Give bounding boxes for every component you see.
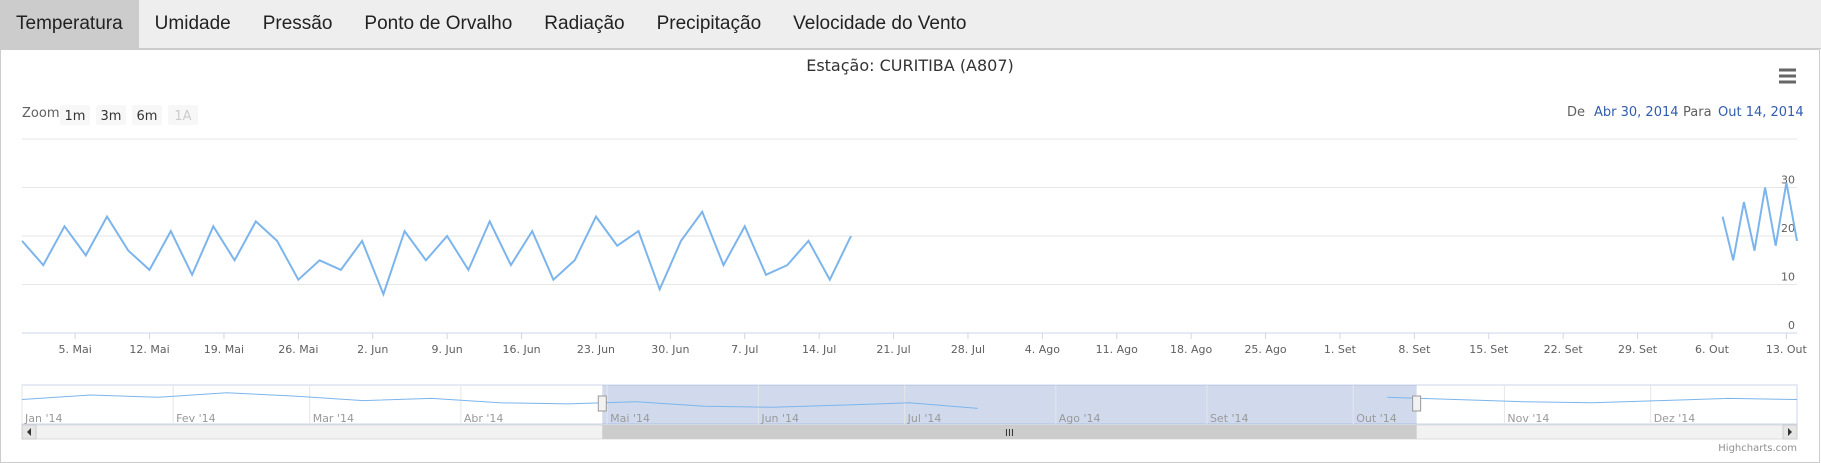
navigator-tick-label: Set '14 (1210, 412, 1249, 425)
credits[interactable]: Highcharts.com (1718, 443, 1797, 454)
tab[interactable]: Pressão (262, 13, 333, 34)
zoom-button-label: 1A (174, 109, 191, 124)
menu-icon[interactable] (1779, 68, 1796, 84)
navigator-tick-label: Mai '14 (610, 412, 650, 425)
x-tick-label: 2. Jun (357, 343, 388, 356)
x-tick-label: 6. Out (1695, 343, 1730, 356)
chart-title: Estação: CURITIBA (A807) (806, 56, 1014, 75)
y-tick-label: 30 (1781, 174, 1795, 187)
range-from[interactable]: Abr 30, 2014 (1594, 105, 1679, 120)
x-tick-label: 21. Jul (876, 343, 910, 356)
x-tick-label: 8. Set (1398, 343, 1431, 356)
navigator-handle[interactable] (597, 395, 607, 412)
chart: Estação: CURITIBA (A807) Zoom De Abr 30,… (0, 49, 1820, 463)
range-to[interactable]: Out 14, 2014 (1718, 105, 1804, 120)
x-tick-label: 30. Jun (651, 343, 689, 356)
navigator-line (21, 392, 1798, 409)
scrollbar-arrow (27, 428, 31, 436)
navigator-tick-label: Nov '14 (1507, 412, 1549, 425)
temperature-line (21, 182, 1798, 298)
navigator-tick-label: Ago '14 (1059, 412, 1101, 425)
navigator-selection[interactable] (602, 385, 1417, 424)
x-tick-label: 9. Jun (432, 343, 463, 356)
x-tick-label: 15. Set (1469, 343, 1509, 356)
x-tick-label: 22. Set (1544, 343, 1584, 356)
zoom-button-label[interactable]: 3m (101, 109, 122, 124)
navigator-tick-label: Jul '14 (907, 412, 942, 425)
navigator-handle[interactable] (1412, 395, 1422, 412)
x-tick-label: 19. Mai (204, 343, 244, 356)
x-tick-label: 7. Jul (731, 343, 758, 356)
tab[interactable]: Velocidade do Vento (793, 13, 967, 34)
zoom-label: Zoom (22, 106, 59, 121)
x-tick-label: 13. Out (1766, 343, 1808, 356)
x-tick-label: 1. Set (1324, 343, 1357, 356)
navigator-tick-label: Out '14 (1356, 412, 1396, 425)
tab[interactable]: Precipitação (656, 13, 762, 34)
x-tick-label: 16. Jun (502, 343, 540, 356)
x-tick-label: 29. Set (1618, 343, 1658, 356)
zoom-button-label[interactable]: 1m (65, 109, 86, 124)
y-tick-label: 20 (1781, 222, 1795, 235)
zoom-button[interactable] (60, 105, 90, 125)
zoom-button[interactable] (132, 105, 162, 125)
navigator-tick-label: Mar '14 (313, 412, 354, 425)
navigator-tick-label: Dez '14 (1654, 412, 1696, 425)
zoom-button-label[interactable]: 6m (137, 109, 158, 124)
tab[interactable]: Ponto de Orvalho (364, 13, 513, 34)
x-tick-label: 26. Mai (278, 343, 318, 356)
x-tick-label: 12. Mai (129, 343, 169, 356)
navigator-tick-label: Jan '14 (24, 412, 62, 425)
x-tick-label: 14. Jul (802, 343, 836, 356)
range-from-label: De (1567, 105, 1585, 120)
tab[interactable]: Radiação (544, 13, 625, 34)
navigator-tick-label: Jun '14 (760, 412, 799, 425)
navigator-tick-label: Abr '14 (464, 412, 504, 425)
x-tick-label: 28. Jul (951, 343, 985, 356)
zoom-button[interactable] (96, 105, 126, 125)
zoom-button (168, 105, 198, 125)
x-tick-label: 4. Ago (1025, 343, 1060, 356)
scrollbar-arrow (1788, 428, 1792, 436)
x-tick-label: 18. Ago (1170, 343, 1212, 356)
range-to-label: Para (1683, 105, 1712, 120)
y-tick-label: 10 (1781, 271, 1795, 284)
x-tick-label: 11. Ago (1096, 343, 1138, 356)
x-tick-label: 23. Jun (577, 343, 615, 356)
tab-bar: Temperatura Umidade Pressão Ponto de Orvalh… (0, 0, 1821, 49)
tab[interactable]: Umidade (154, 13, 231, 34)
y-tick-label: 0 (1788, 319, 1795, 332)
navigator-bg (21, 384, 1798, 425)
x-tick-label: 5. Mai (59, 343, 92, 356)
tab[interactable]: Temperatura (0, 0, 139, 48)
x-tick-label: 25. Ago (1244, 343, 1286, 356)
navigator-tick-label: Fev '14 (176, 412, 216, 425)
